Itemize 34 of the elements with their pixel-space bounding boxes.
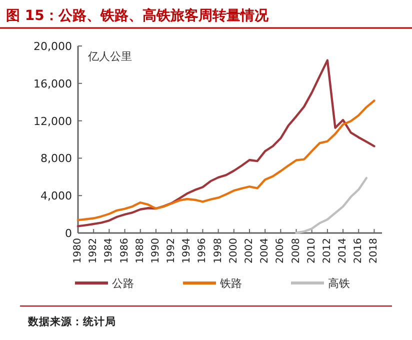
line-series [76,100,376,222]
x-tick-label: 2006 [275,238,286,264]
x-tick-label: 1996 [197,238,208,264]
x-tick-label: 2010 [306,238,318,264]
x-tick-label: 1994 [182,238,193,264]
legend-label: 铁路 [219,277,242,290]
x-tick-label: 2008 [290,238,302,264]
chart-title: 图 15：公路、铁路、高铁旅客周转量情况 [6,7,270,24]
x-tick-label: 2014 [338,238,349,264]
x-tick-label: 1984 [104,238,115,264]
y-tick-label: 4,000 [40,190,72,203]
x-tick-label: 1988 [134,238,146,264]
x-tick-label: 2016 [353,238,364,264]
legend-label: 高铁 [328,277,350,290]
x-tick-label: 2000 [228,238,240,264]
y-tick-label: 8,000 [40,152,72,166]
x-tick-label: 1986 [119,238,130,264]
x-tick-label: 2012 [322,238,333,264]
source-note: 数据来源：统计局 [27,315,116,328]
y-tick-label: 16,000 [34,77,72,90]
y-tick-label: 12,000 [34,114,72,128]
x-tick-label: 1980 [72,238,84,264]
x-tick-label: 2004 [260,238,271,264]
line-series [295,176,368,234]
x-tick-label: 1990 [150,238,162,264]
x-tick-label: 1998 [212,238,224,264]
x-tick-label: 2018 [368,238,380,264]
y-tick-label: 0 [65,227,72,240]
x-tick-label: 2002 [244,238,255,264]
legend-label: 公路 [112,277,134,290]
x-tick-label: 1982 [88,238,100,264]
x-tick-label: 1992 [166,238,178,264]
y-axis-title: 亿人公里 [87,50,132,63]
y-tick-label: 20,000 [34,40,72,53]
